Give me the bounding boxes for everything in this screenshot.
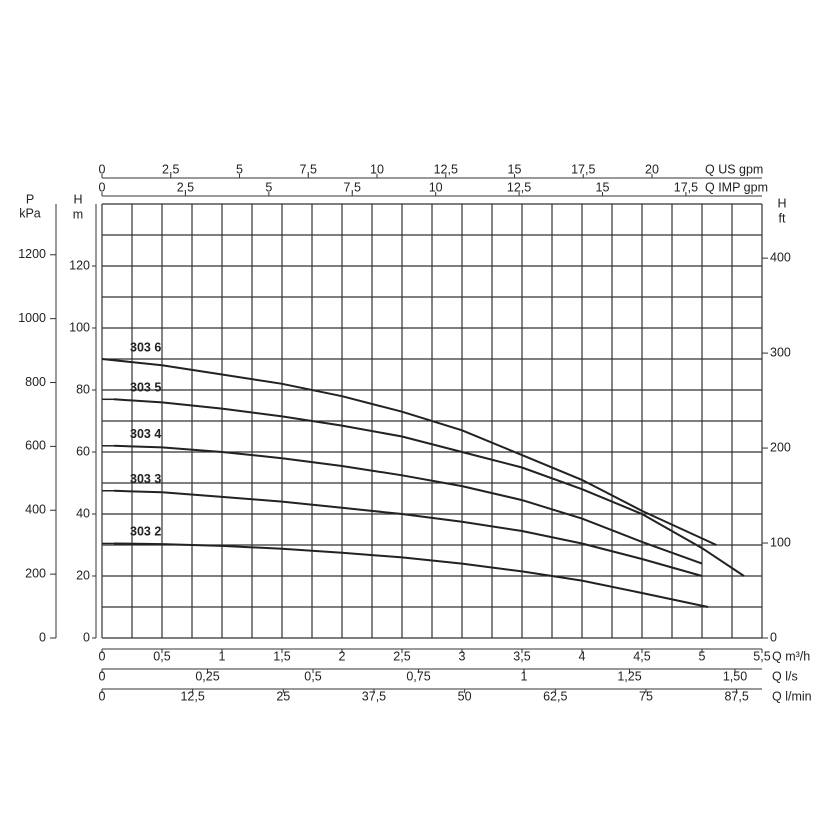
p-axis-title: P xyxy=(26,192,34,206)
p-tick-label: 800 xyxy=(25,375,46,389)
curve xyxy=(113,542,709,608)
y-tick-label: 100 xyxy=(69,320,90,334)
curve xyxy=(113,444,703,565)
x-tick-label: 17,5 xyxy=(674,180,698,194)
x-tick-label: 62,5 xyxy=(543,689,567,703)
x-tick-label: 0 xyxy=(99,180,106,194)
x-tick-label: 4,5 xyxy=(633,649,650,663)
x-tick-label: 0,5 xyxy=(153,649,170,663)
x-tick-label: 1 xyxy=(521,669,528,683)
p-axis-title: kPa xyxy=(19,206,41,220)
x-axis-title: Q l/min xyxy=(772,689,812,703)
x-tick-label: 0 xyxy=(99,649,106,663)
p-tick-label: 200 xyxy=(25,566,46,580)
series-label: 303 3 xyxy=(130,472,161,486)
x-axis-title: Q l/s xyxy=(772,669,798,683)
x-tick-label: 50 xyxy=(458,689,472,703)
series-label: 303 6 xyxy=(130,340,161,354)
x-tick-label: 87,5 xyxy=(724,689,748,703)
x-tick-label: 15 xyxy=(596,180,610,194)
x-tick-label: 2,5 xyxy=(177,180,194,194)
x-tick-label: 4 xyxy=(579,649,586,663)
x-tick-label: 25 xyxy=(276,689,290,703)
x-tick-label: 7,5 xyxy=(300,162,317,176)
x-axis-title: Q IMP gpm xyxy=(705,180,768,194)
curve xyxy=(113,398,745,577)
y-tick-label: 0 xyxy=(83,630,90,644)
y-tick-label: 20 xyxy=(76,568,90,582)
series-label: 303 5 xyxy=(130,381,161,395)
y-tick-label: 60 xyxy=(76,444,90,458)
x-tick-label: 75 xyxy=(639,689,653,703)
x-tick-label: 15 xyxy=(508,162,522,176)
x-tick-label: 5 xyxy=(236,162,243,176)
x-tick-label: 0 xyxy=(99,162,106,176)
p-tick-label: 400 xyxy=(25,503,46,517)
x-tick-label: 10 xyxy=(429,180,443,194)
curve xyxy=(113,489,703,577)
x-tick-label: 37,5 xyxy=(362,689,386,703)
x-tick-label: 10 xyxy=(370,162,384,176)
x-tick-label: 20 xyxy=(645,162,659,176)
p-tick-label: 1000 xyxy=(18,311,46,325)
x-axis-title: Q m³/h xyxy=(772,649,810,663)
y-tick-label: 40 xyxy=(76,506,90,520)
ft-tick-label: 400 xyxy=(770,250,791,264)
p-tick-label: 1200 xyxy=(18,247,46,261)
x-tick-label: 1,25 xyxy=(617,669,641,683)
x-tick-label: 12,5 xyxy=(507,180,531,194)
ft-tick-label: 0 xyxy=(770,630,777,644)
ft-tick-label: 200 xyxy=(770,440,791,454)
x-tick-label: 0,5 xyxy=(304,669,321,683)
x-tick-label: 1 xyxy=(219,649,226,663)
y-axis-title: H xyxy=(73,192,82,206)
x-tick-label: 0 xyxy=(99,689,106,703)
x-tick-label: 0,75 xyxy=(406,669,430,683)
ft-axis-title: ft xyxy=(779,211,786,225)
y-tick-label: 120 xyxy=(69,258,90,272)
x-tick-label: 3,5 xyxy=(513,649,530,663)
x-tick-label: 0,25 xyxy=(195,669,219,683)
p-tick-label: 600 xyxy=(25,439,46,453)
x-tick-label: 1,50 xyxy=(723,669,747,683)
x-tick-label: 17,5 xyxy=(571,162,595,176)
x-tick-label: 2 xyxy=(339,649,346,663)
ft-tick-label: 100 xyxy=(770,535,791,549)
x-tick-label: 2,5 xyxy=(393,649,410,663)
x-tick-label: 5 xyxy=(265,180,272,194)
x-tick-label: 5 xyxy=(699,649,706,663)
x-tick-label: 12,5 xyxy=(180,689,204,703)
ft-tick-label: 300 xyxy=(770,345,791,359)
y-axis-title: m xyxy=(73,207,83,221)
x-axis-title: Q US gpm xyxy=(705,162,763,176)
curve xyxy=(101,358,717,546)
x-tick-label: 12,5 xyxy=(434,162,458,176)
series-label: 303 4 xyxy=(130,427,161,441)
ft-axis-title: H xyxy=(777,196,786,210)
x-tick-label: 0 xyxy=(99,669,106,683)
y-tick-label: 80 xyxy=(76,382,90,396)
x-tick-label: 5,5 xyxy=(753,649,770,663)
series-label: 303 2 xyxy=(130,525,161,539)
p-tick-label: 0 xyxy=(39,630,46,644)
x-tick-label: 1,5 xyxy=(273,649,290,663)
x-tick-label: 2,5 xyxy=(162,162,179,176)
x-tick-label: 3 xyxy=(459,649,466,663)
x-tick-label: 7,5 xyxy=(344,180,361,194)
